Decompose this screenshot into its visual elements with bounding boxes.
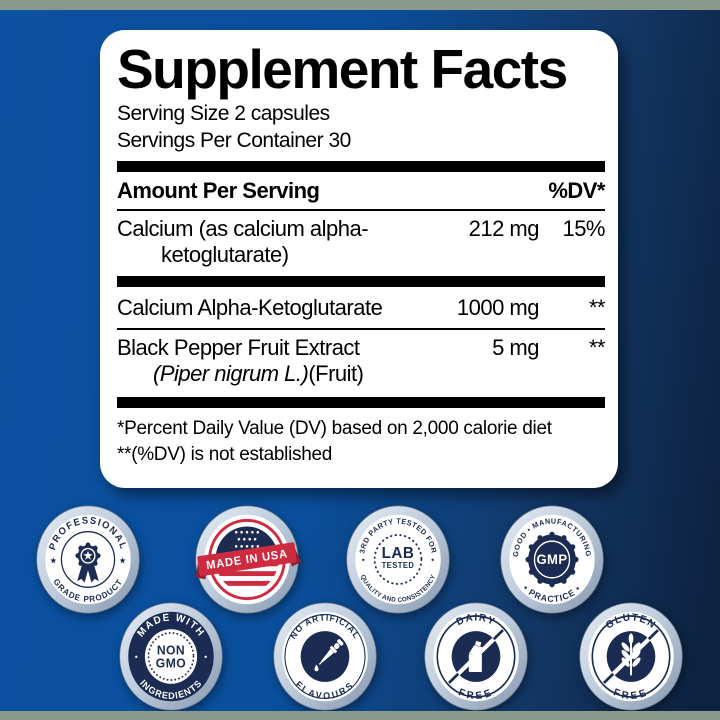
nutrient-name-line2: (Piper nigrum L.)(Fruit) [117, 361, 427, 387]
drop-icon [314, 664, 319, 672]
divider-thick [117, 161, 605, 173]
amount-per-serving-header: Amount Per Serving [117, 178, 320, 204]
badge-bottom-arc: FREE [612, 687, 647, 702]
lab-label: LAB [382, 545, 415, 562]
badge-lab-tested: 3RD PARTY TESTED FOR QUALITY AND CONSIST… [344, 503, 452, 616]
nutrient-row: Black Pepper Fruit Extract (Piper nigrum… [117, 330, 606, 395]
nutrient-amount: 5 mg [492, 335, 539, 361]
badge-gluten-free: GLUTEN FREE [577, 600, 685, 713]
nutrient-name: Calcium Alpha-Ketoglutarate [117, 295, 383, 321]
footnote-not-established: **(%DV) is not established [117, 444, 333, 466]
nutrient-amount: 212 mg [468, 216, 540, 242]
dot-separator: • [431, 555, 434, 564]
badge-bottom-arc: FREE [457, 687, 492, 702]
nutrient-row: Calcium (as calcium alpha- ketoglutarate… [117, 211, 606, 274]
badge-non-gmo: MADE WITH INGREDIENTS • • NON GMO [117, 600, 225, 713]
divider-thick [117, 397, 605, 409]
latin-name: (Piper nigrum L.) [153, 361, 309, 387]
nutrient-name-line2: ketoglutarate) [161, 242, 289, 268]
supplement-facts-panel: Supplement Facts Serving Size 2 capsules… [100, 30, 618, 488]
star-separator: ★ [49, 556, 57, 565]
non-label: NON [157, 643, 185, 657]
stamp-ring-icon [373, 534, 423, 585]
gmo-label: GMO [156, 656, 186, 670]
nutrient-dv: ** [588, 295, 606, 321]
nutrient-dv: ** [588, 335, 606, 361]
plant-part: (Fruit) [308, 361, 364, 387]
award-ribbon-icon [75, 542, 101, 583]
panel-title: Supplement Facts [117, 38, 568, 100]
badge-no-artificial-flavours: NO ARTIFICIAL FLAVOURS [271, 600, 379, 713]
star-separator: ★ [118, 556, 126, 565]
nutrient-dv: 15% [562, 216, 605, 242]
bottom-band [0, 711, 720, 720]
nutrient-amount: 1000 mg [456, 295, 540, 321]
servings-per-container: Servings Per Container 30 [117, 128, 351, 152]
badge-top-arc: DAIRY [455, 612, 496, 628]
nutrient-name: Calcium (as calcium alpha- [117, 216, 369, 242]
gmp-seal-icon: GMP [525, 531, 579, 588]
svg-text:FREE: FREE [612, 687, 650, 702]
top-band [0, 0, 720, 10]
dot-separator: • [362, 555, 365, 564]
divider-thin [117, 328, 605, 331]
dropper-icon [314, 639, 344, 672]
dot-separator: • [204, 652, 207, 661]
gmp-label: GMP [536, 552, 567, 567]
badge-dairy-free: DAIRY FREE [422, 600, 530, 713]
badge-professional-grade: PROFESSIONAL GRADE PRODUCT ★ ★ [34, 503, 142, 616]
footnote-dv: *Percent Daily Value (DV) based on 2,000… [117, 418, 552, 440]
badge-made-in-usa: MADE IN USA [193, 503, 301, 616]
nutrient-row: Calcium Alpha-Ketoglutarate 1000 mg ** [117, 287, 606, 328]
dotted-seal-icon: NON GMO [144, 629, 198, 684]
badge-gmp: GOOD • MANUFACTURING • PRACTICE • GMP [498, 503, 606, 616]
svg-text:FREE: FREE [457, 687, 495, 702]
serving-size: Serving Size 2 capsules [117, 102, 330, 126]
nutrient-name: Black Pepper Fruit Extract [117, 335, 360, 361]
dot-separator: • [135, 652, 138, 661]
divider-thick [117, 276, 605, 288]
svg-text:DAIRY: DAIRY [455, 612, 497, 628]
tested-label: TESTED [382, 561, 415, 570]
dv-header: %DV* [548, 178, 605, 204]
divider-thin [117, 209, 605, 212]
